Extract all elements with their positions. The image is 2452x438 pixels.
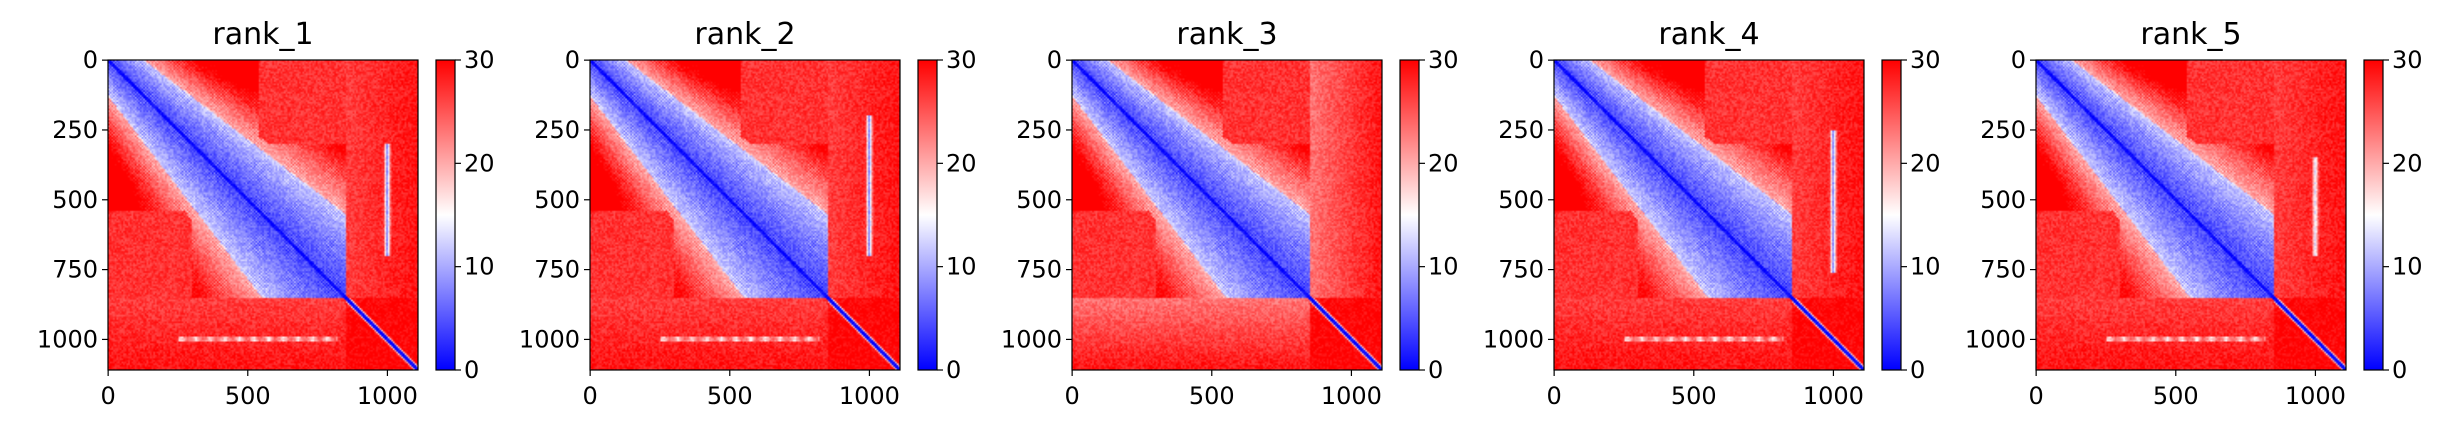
colorbar	[1881, 59, 1902, 371]
x-tick-label: 500	[1671, 382, 1717, 410]
colorbar-tick-label: 30	[946, 46, 977, 74]
colorbar-tick-label: 0	[1910, 356, 1925, 384]
x-tick-label: 0	[2028, 382, 2043, 410]
x-tick-label: 500	[707, 382, 753, 410]
y-tick-label: 500	[1498, 186, 1544, 214]
y-tick-label: 0	[1529, 46, 1544, 74]
colorbar-tick-label: 10	[2392, 253, 2423, 281]
panel-title: rank_5	[2140, 17, 2241, 52]
panel-title: rank_1	[212, 17, 313, 52]
y-tick-label: 500	[52, 186, 98, 214]
x-tick-label: 500	[1189, 382, 1235, 410]
panel-title: rank_4	[1658, 17, 1759, 52]
colorbar-tick-label: 0	[464, 356, 479, 384]
y-tick-label: 750	[1498, 256, 1544, 284]
axes-frame	[589, 59, 901, 371]
colorbar-tick-label: 20	[1428, 149, 1459, 177]
colorbar-tick-label: 10	[464, 253, 495, 281]
x-tick-label: 0	[582, 382, 597, 410]
colorbar-tick-label: 0	[2392, 356, 2407, 384]
x-tick-label: 0	[1546, 382, 1561, 410]
axes-frame	[107, 59, 419, 371]
colorbar-tick-label: 10	[1428, 253, 1459, 281]
y-tick-label: 250	[1498, 116, 1544, 144]
colorbar-tick-label: 20	[464, 149, 495, 177]
colorbar-tick-label: 20	[2392, 149, 2423, 177]
heatmap-image	[590, 60, 900, 370]
x-tick-label: 1000	[357, 382, 418, 410]
y-tick-label: 0	[565, 46, 580, 74]
x-tick-label: 1000	[2285, 382, 2346, 410]
y-tick-label: 500	[1016, 186, 1062, 214]
x-tick-label: 1000	[1803, 382, 1864, 410]
y-tick-label: 1000	[519, 325, 580, 353]
colorbar	[917, 59, 938, 371]
y-tick-label: 250	[534, 116, 580, 144]
colorbar-tick-label: 10	[946, 253, 977, 281]
y-tick-label: 500	[534, 186, 580, 214]
colorbar-tick-label: 0	[1428, 356, 1443, 384]
panel-rank_1: rank_1 0 250 500 750 1000 0 500 1000 0 10 20 30	[37, 17, 495, 410]
x-tick-label: 1000	[1321, 382, 1382, 410]
y-tick-label: 750	[52, 256, 98, 284]
y-tick-label: 1000	[37, 325, 98, 353]
colorbar	[2363, 59, 2384, 371]
heatmap-image	[2036, 60, 2346, 370]
heatmap-image	[1072, 60, 1382, 370]
x-tick-label: 0	[1064, 382, 1079, 410]
colorbar	[435, 59, 456, 371]
panel-rank_5: rank_5 0 250 500 750 1000 0 500 1000 0 10 20 30	[1965, 17, 2423, 410]
y-tick-label: 750	[1016, 256, 1062, 284]
y-tick-label: 250	[1980, 116, 2026, 144]
panel-title: rank_2	[694, 17, 795, 52]
y-tick-label: 500	[1980, 186, 2026, 214]
panel-rank_2: rank_2 0 250 500 750 1000 0 500 1000 0 10 20 30	[519, 17, 977, 410]
y-tick-label: 1000	[1001, 325, 1062, 353]
y-tick-label: 250	[1016, 116, 1062, 144]
colorbar-tick-label: 30	[464, 46, 495, 74]
y-tick-label: 0	[1047, 46, 1062, 74]
y-tick-label: 1000	[1965, 325, 2026, 353]
colorbar-tick-label: 30	[1428, 46, 1459, 74]
x-tick-label: 0	[100, 382, 115, 410]
heatmap-image	[1554, 60, 1864, 370]
y-tick-label: 0	[2011, 46, 2026, 74]
panel-rank_3: rank_3 0 250 500 750 1000 0 500 1000 0 10 20 30	[1001, 17, 1459, 410]
x-tick-label: 1000	[839, 382, 900, 410]
y-tick-label: 750	[1980, 256, 2026, 284]
y-tick-label: 750	[534, 256, 580, 284]
x-tick-label: 500	[2153, 382, 2199, 410]
heatmap-image	[108, 60, 418, 370]
colorbar-tick-label: 20	[1910, 149, 1941, 177]
colorbar-tick-label: 20	[946, 149, 977, 177]
axes-frame	[1071, 59, 1383, 371]
colorbar-tick-label: 10	[1910, 253, 1941, 281]
panel-rank_4: rank_4 0 250 500 750 1000 0 500 1000 0 10 20 30	[1483, 17, 1941, 410]
colorbar	[1399, 59, 1420, 371]
colorbar-tick-label: 0	[946, 356, 961, 384]
y-tick-label: 250	[52, 116, 98, 144]
colorbar-tick-label: 30	[2392, 46, 2423, 74]
x-tick-label: 500	[225, 382, 271, 410]
panel-title: rank_3	[1176, 17, 1277, 52]
y-tick-label: 0	[83, 46, 98, 74]
axes-frame	[1553, 59, 1865, 371]
colorbar-tick-label: 30	[1910, 46, 1941, 74]
axes-frame	[2035, 59, 2347, 371]
y-tick-label: 1000	[1483, 325, 1544, 353]
